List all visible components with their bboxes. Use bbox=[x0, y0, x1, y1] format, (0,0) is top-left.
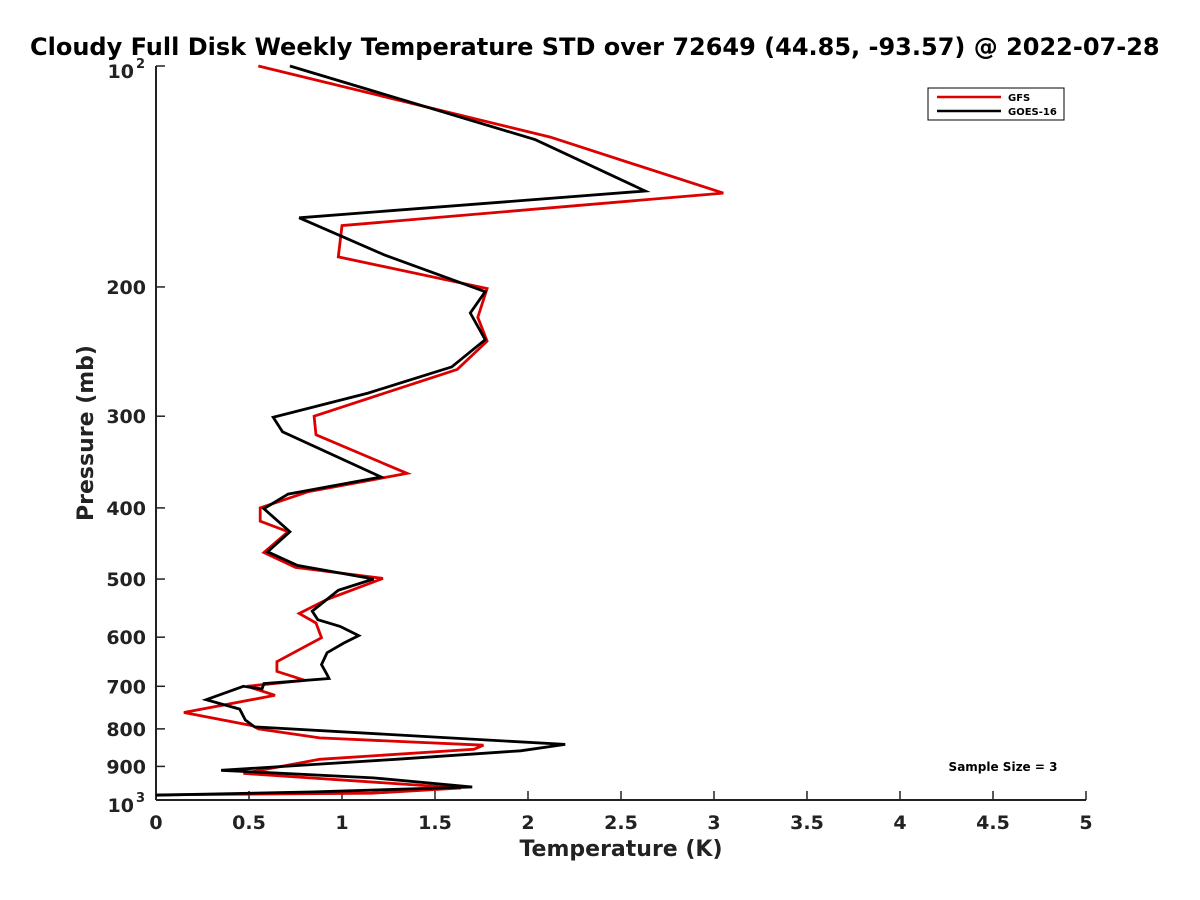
x-axis-label: Temperature (K) bbox=[519, 837, 722, 862]
series-line-goes16 bbox=[155, 64, 651, 797]
y-tick-label: 200 bbox=[106, 277, 146, 299]
x-tick-label: 5 bbox=[1079, 812, 1092, 834]
x-tick-label: 2 bbox=[521, 812, 534, 834]
y-tick-label: 300 bbox=[106, 406, 146, 428]
series-layer bbox=[155, 64, 724, 797]
legend-label-gfs: GFS bbox=[1008, 93, 1030, 104]
x-tick-label: 3 bbox=[707, 812, 720, 834]
y-tick-label: 600 bbox=[106, 627, 146, 649]
sample-size-annotation: Sample Size = 3 bbox=[949, 760, 1058, 774]
y-tick-label: 800 bbox=[106, 719, 146, 741]
x-tick-label: 4.5 bbox=[976, 812, 1010, 834]
y-axis-label: Pressure (mb) bbox=[74, 345, 99, 521]
y-tick-label: 900 bbox=[106, 756, 146, 778]
chart-title: Cloudy Full Disk Weekly Temperature STD … bbox=[30, 33, 1160, 61]
legend: GFS GOES-16 bbox=[927, 87, 1065, 121]
x-tick-label: 4 bbox=[893, 812, 906, 834]
x-tick-label: 0.5 bbox=[232, 812, 266, 834]
x-tick-label: 2.5 bbox=[604, 812, 638, 834]
y-tick-label: 10 bbox=[108, 795, 134, 817]
x-tick-label: 0 bbox=[149, 812, 162, 834]
x-tick-label: 1 bbox=[335, 812, 348, 834]
legend-label-goes16: GOES-16 bbox=[1008, 107, 1057, 118]
x-ticks: 0 0.5 1 1.5 2 2.5 3 3.5 4 4.5 5 bbox=[149, 791, 1093, 834]
y-tick-label: 400 bbox=[106, 498, 146, 520]
legend-box bbox=[927, 87, 1065, 121]
y-tick-exponent: 3 bbox=[136, 791, 145, 806]
y-tick-label: 500 bbox=[106, 569, 146, 591]
x-tick-label: 3.5 bbox=[790, 812, 824, 834]
x-tick-label: 1.5 bbox=[418, 812, 452, 834]
y-tick-exponent: 2 bbox=[136, 57, 145, 72]
y-tick-label: 700 bbox=[106, 676, 146, 698]
y-tick-label: 10 bbox=[108, 61, 134, 83]
